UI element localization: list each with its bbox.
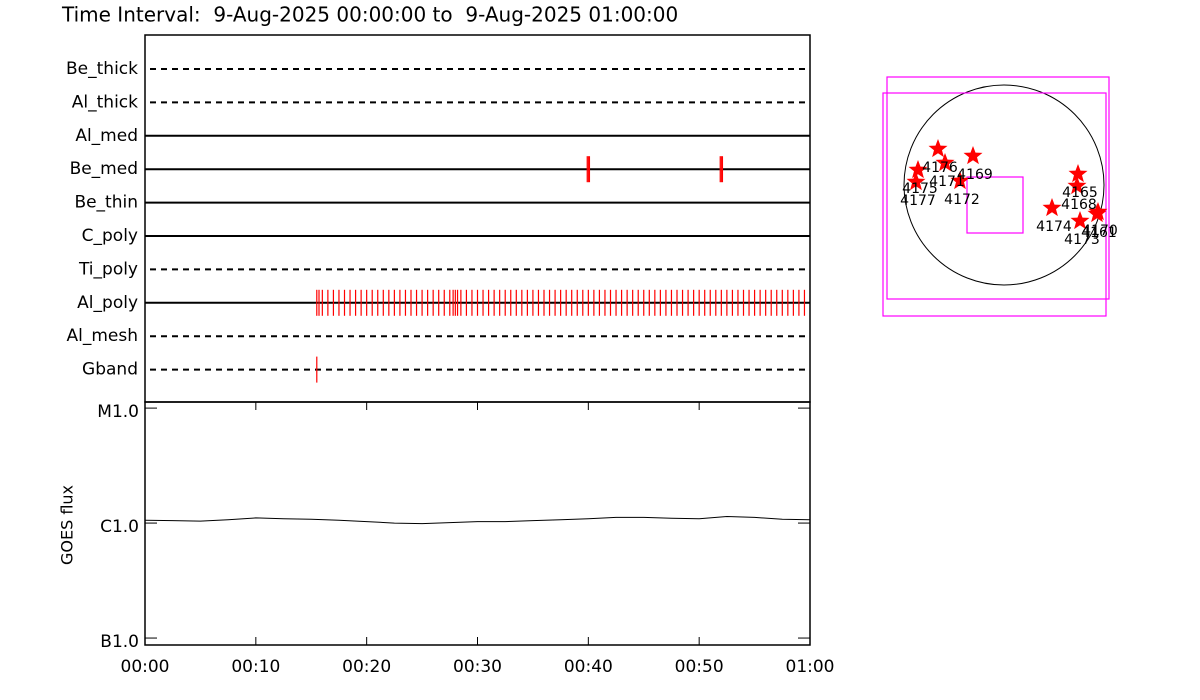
field-of-view — [966, 176, 1024, 234]
y-tick-label: M1.0 — [97, 402, 139, 422]
region-label: 4165 — [1062, 185, 1098, 201]
y-tick-label: B1.0 — [100, 632, 139, 652]
channel-label: Al_med — [75, 126, 138, 146]
x-tick-label: 00:30 — [453, 657, 502, 677]
y-tick-label: C1.0 — [100, 517, 139, 537]
channel-label: C_poly — [82, 226, 138, 246]
region-star — [935, 153, 955, 172]
region-star — [928, 139, 948, 158]
region-star — [1070, 211, 1090, 230]
channel-label: Al_thick — [72, 92, 138, 112]
region-star — [906, 172, 926, 191]
region-star — [950, 171, 970, 190]
x-tick-label: 00:20 — [342, 657, 391, 677]
region-star — [1042, 198, 1062, 217]
x-tick-label: 00:00 — [121, 657, 170, 677]
region-star — [1087, 204, 1107, 223]
channel-label: Ti_poly — [78, 259, 138, 279]
region-star — [908, 160, 928, 179]
region-label: 4168 — [1061, 197, 1097, 213]
region-label: 4173 — [1064, 232, 1100, 248]
region-label: 4177 — [900, 193, 936, 209]
region-label: 4176 — [922, 160, 958, 176]
channel-label: Al_mesh — [66, 326, 138, 346]
region-label: 4172 — [944, 192, 980, 208]
solar-disk — [903, 84, 1105, 286]
channel-label: Be_thin — [74, 193, 138, 213]
field-of-view — [886, 76, 1110, 300]
region-label: 4171 — [929, 174, 965, 190]
channel-label: Be_thick — [66, 59, 138, 79]
page-title: Time Interval: 9-Aug-2025 00:00:00 to 9-… — [61, 3, 678, 27]
region-label: 4169 — [957, 167, 993, 183]
x-tick-label: 00:40 — [564, 657, 613, 677]
x-tick-label: 01:00 — [786, 657, 835, 677]
region-label: 4174 — [1036, 219, 1072, 235]
channel-label: Al_poly — [77, 293, 138, 313]
y-axis-label: GOES flux — [58, 485, 77, 565]
region-star — [963, 146, 983, 165]
region-star — [1068, 164, 1088, 183]
region-label: 4170 — [1082, 223, 1118, 239]
channel-label: Be_med — [70, 159, 138, 179]
channel-label: Gband — [82, 360, 138, 380]
x-tick-label: 00:50 — [675, 657, 724, 677]
region-label: 4175 — [902, 181, 938, 197]
goes-curve — [144, 515, 811, 525]
region-star — [1067, 176, 1087, 195]
x-tick-label: 00:10 — [231, 657, 280, 677]
field-of-view — [882, 92, 1107, 317]
region-label: 4161 — [1081, 225, 1117, 241]
